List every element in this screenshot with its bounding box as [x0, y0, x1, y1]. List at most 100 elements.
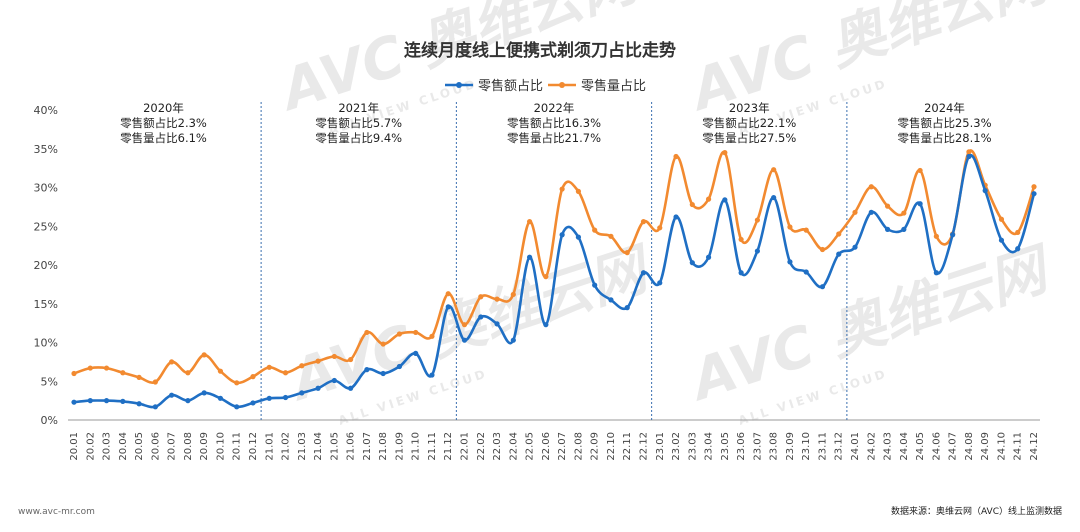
point-volume	[624, 250, 630, 256]
x-tick-label: 24.09	[980, 432, 991, 461]
point-amount	[445, 304, 451, 310]
x-tick-label: 20.12	[248, 432, 259, 461]
point-amount	[71, 399, 77, 405]
point-amount	[136, 401, 142, 407]
x-tick-label: 22.11	[622, 432, 633, 461]
point-amount	[380, 370, 386, 377]
point-volume	[1015, 229, 1021, 236]
point-volume	[559, 186, 565, 192]
year-amount-share: 零售额占比25.3%	[897, 116, 991, 130]
point-amount	[510, 337, 516, 343]
point-amount	[917, 201, 923, 207]
point-amount	[315, 385, 321, 391]
x-tick-label: 21.06	[346, 432, 357, 461]
x-tick-label: 23.03	[687, 432, 698, 461]
year-volume-share: 零售量占比9.4%	[315, 131, 402, 145]
point-volume	[998, 216, 1005, 222]
chart-title: 连续月度线上便携式剃须刀占比走势	[404, 40, 676, 61]
point-volume	[884, 203, 891, 209]
year-amount-share: 零售额占比22.1%	[702, 116, 796, 130]
x-tick-label: 22.05	[525, 432, 536, 461]
x-tick-label: 24.06	[931, 432, 942, 461]
point-volume	[120, 370, 126, 376]
y-tick-label: 35%	[34, 143, 58, 156]
x-axis: 20.01 20.02 20.03 20.04 20.05 20.06 20.07 20.08…	[69, 432, 1040, 461]
point-amount	[559, 232, 565, 238]
point-volume	[348, 356, 354, 363]
point-amount	[169, 392, 175, 398]
x-tick-label: 24.04	[899, 432, 910, 461]
year-volume-share: 零售量占比28.1%	[897, 131, 991, 145]
x-tick-label: 24.08	[964, 432, 975, 461]
x-tick-label: 20.06	[150, 432, 161, 461]
point-volume	[705, 196, 712, 202]
point-amount	[608, 297, 614, 303]
x-tick-label: 21.01	[264, 432, 275, 461]
point-amount	[754, 248, 760, 254]
x-tick-label: 23.05	[720, 432, 731, 461]
point-amount	[152, 404, 158, 410]
x-tick-label: 23.11	[817, 432, 828, 461]
point-volume	[494, 296, 500, 302]
point-amount	[787, 259, 793, 265]
x-tick-label: 20.01	[69, 432, 80, 461]
x-tick-label: 23.10	[801, 432, 812, 461]
x-tick-label: 22.02	[476, 432, 487, 461]
y-tick-label: 15%	[34, 298, 58, 311]
x-tick-label: 22.08	[573, 432, 584, 461]
point-volume	[413, 329, 419, 336]
point-amount	[738, 270, 744, 276]
point-amount	[543, 322, 549, 328]
point-amount	[852, 244, 858, 250]
point-volume	[169, 359, 175, 365]
point-volume	[689, 201, 695, 208]
point-volume	[526, 219, 533, 225]
x-tick-label: 21.04	[313, 432, 324, 461]
x-tick-label: 21.11	[427, 432, 438, 461]
point-amount	[87, 398, 93, 404]
point-volume	[836, 231, 842, 237]
x-tick-label: 24.05	[915, 432, 926, 461]
x-tick-label: 23.08	[769, 432, 780, 461]
point-amount	[234, 404, 240, 410]
point-amount	[689, 260, 695, 266]
footer-website: www.avc-mr.com	[18, 507, 95, 517]
year-label: 2020年	[143, 101, 184, 115]
point-amount	[461, 337, 468, 343]
year-dividers	[260, 102, 848, 420]
point-volume	[738, 236, 744, 243]
watermark-brand: AVC 奥维云网	[280, 235, 661, 414]
year-annotations: 2020年零售额占比2.3%零售量占比6.1%2021年零售额占比5.7%零售量…	[120, 101, 991, 145]
point-amount	[1031, 191, 1037, 197]
point-volume	[299, 363, 305, 369]
point-volume	[640, 219, 647, 225]
point-amount	[331, 377, 337, 384]
x-tick-label: 21.07	[362, 432, 373, 461]
point-amount	[526, 254, 533, 260]
point-amount	[592, 282, 598, 288]
point-volume	[396, 331, 403, 337]
point-volume	[71, 370, 77, 377]
point-volume	[868, 184, 874, 190]
point-amount	[575, 234, 582, 240]
x-tick-label: 24.11	[1013, 432, 1024, 461]
point-amount	[803, 269, 809, 275]
point-volume	[445, 291, 451, 297]
point-amount	[217, 395, 224, 401]
year-label: 2023年	[729, 101, 770, 115]
x-tick-label: 20.02	[85, 432, 96, 461]
point-volume	[380, 341, 386, 347]
x-tick-label: 23.04	[704, 432, 715, 461]
point-amount	[429, 372, 435, 378]
x-tick-label: 22.01	[460, 432, 471, 461]
x-tick-label: 24.12	[1029, 432, 1040, 461]
point-volume	[364, 329, 370, 336]
y-tick-label: 0%	[41, 414, 58, 427]
watermark-brand: AVC 奥维云网	[270, 0, 651, 125]
point-volume	[917, 167, 923, 174]
point-amount	[478, 314, 484, 320]
x-tick-label: 21.10	[411, 432, 422, 461]
year-label: 2021年	[338, 101, 379, 115]
point-amount	[950, 232, 956, 238]
